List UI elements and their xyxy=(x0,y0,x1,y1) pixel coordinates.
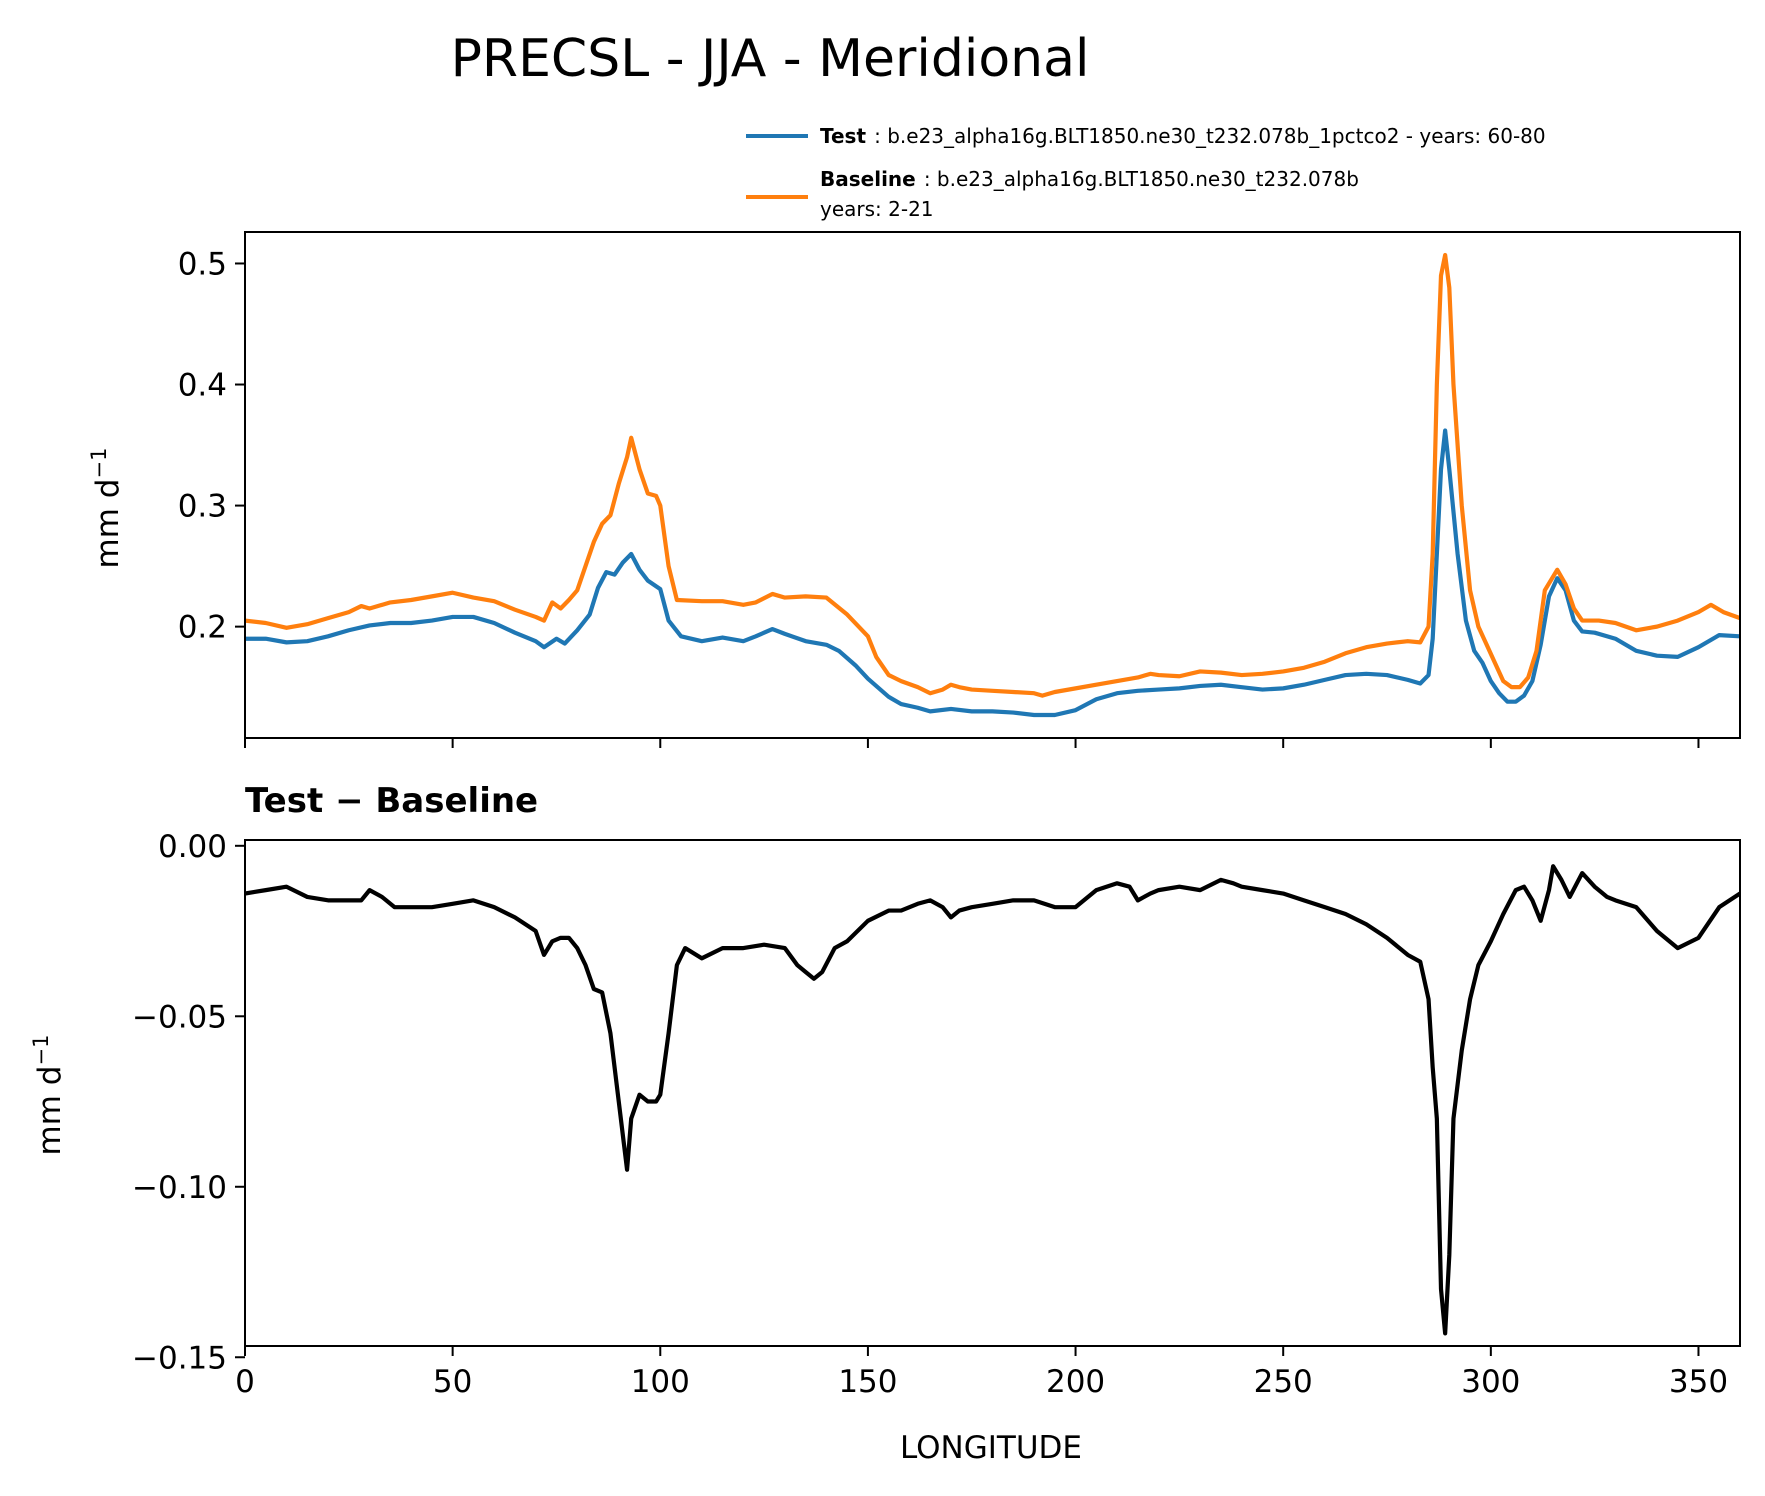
x-tick-label: 50 xyxy=(433,1364,472,1400)
series-line-test xyxy=(245,428,1740,718)
legend-test-desc: : b.e23_alpha16g.BLT1850.ne30_t232.078b_… xyxy=(874,124,1546,148)
x-tick-label: 350 xyxy=(1669,1364,1728,1400)
series-line-test-baseline xyxy=(245,864,1740,1336)
series-line-baseline xyxy=(245,252,1740,698)
top-axes-lines xyxy=(245,252,1740,718)
x-tick-label: 100 xyxy=(631,1364,690,1400)
y-tick-label: 0.3 xyxy=(178,489,227,525)
legend-test-name: Test xyxy=(820,124,866,148)
legend-baseline-years: years: 2-21 xyxy=(820,197,934,221)
x-tick-label: 250 xyxy=(1254,1364,1313,1400)
bottom-axes-frame xyxy=(244,839,1741,1347)
top-y-axis-label: mm d−1 xyxy=(87,448,126,569)
legend-baseline-entry: Baseline : b.e23_alpha16g.BLT1850.ne30_t… xyxy=(820,167,1359,191)
top-axes-frame xyxy=(244,231,1741,739)
x-tick-label: 150 xyxy=(838,1364,897,1400)
legend-baseline-desc: : b.e23_alpha16g.BLT1850.ne30_t232.078b xyxy=(924,167,1359,191)
legend-baseline-name: Baseline xyxy=(820,167,916,191)
bottom-y-axis-label: mm d−1 xyxy=(29,1035,68,1156)
x-axis-label: LONGITUDE xyxy=(900,1430,1082,1466)
y-tick-label: −0.10 xyxy=(132,1170,227,1206)
y-tick-label: 0.2 xyxy=(178,610,227,646)
y-tick-label: −0.15 xyxy=(132,1340,227,1376)
y-tick-label: −0.05 xyxy=(132,999,227,1035)
y-tick-label: 0.4 xyxy=(178,368,227,404)
legend: Test : b.e23_alpha16g.BLT1850.ne30_t232.… xyxy=(746,124,1546,221)
y-tick-label: 0.00 xyxy=(158,829,227,865)
bottom-axes-lines xyxy=(245,864,1740,1336)
top-axes: 0.2 0.3 0.4 0.5 mm d−1 xyxy=(87,231,1741,748)
bottom-axes-ticks: 0 50 100 150 200 250 300 350 0.00 −0.05 −0.10 −0.15 xyxy=(132,829,1728,1400)
x-tick-label: 300 xyxy=(1461,1364,1520,1400)
y-tick-label: 0.5 xyxy=(178,246,227,282)
legend-test-entry: Test : b.e23_alpha16g.BLT1850.ne30_t232.… xyxy=(820,124,1546,148)
bottom-axes-title: Test − Baseline xyxy=(245,781,538,821)
bottom-axes: 0 50 100 150 200 250 300 350 0.00 −0.05 −0.10 −0.15… xyxy=(29,829,1741,1466)
chart-title: PRECSL - JJA - Meridional xyxy=(451,29,1090,89)
x-tick-label: 200 xyxy=(1046,1364,1105,1400)
x-tick-label: 0 xyxy=(235,1364,255,1400)
top-axes-ticks: 0.2 0.3 0.4 0.5 xyxy=(178,246,1700,748)
